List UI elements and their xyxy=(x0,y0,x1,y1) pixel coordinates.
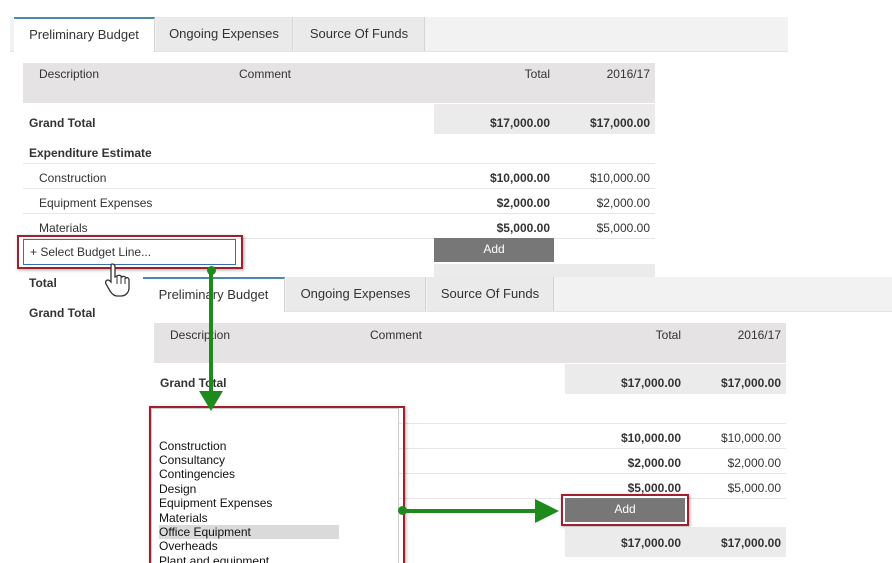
grand-total-shade xyxy=(434,104,655,134)
arrow-shaft xyxy=(403,509,537,513)
dropdown-option[interactable]: Overheads xyxy=(159,539,218,553)
tab-preliminary-budget[interactable]: Preliminary Budget xyxy=(143,277,285,312)
row-divider xyxy=(154,448,786,449)
table-header xyxy=(23,63,655,103)
arrow-shaft xyxy=(209,270,213,393)
row-label: Construction xyxy=(39,171,107,185)
tab-source-of-funds[interactable]: Source Of Funds xyxy=(427,277,554,311)
total-value: $17,000.00 xyxy=(620,536,681,550)
grand-total-year-value: $17,000.00 xyxy=(589,116,650,130)
table-header xyxy=(154,323,786,363)
dropdown-option-selected[interactable]: Office Equipment xyxy=(159,525,339,539)
tab-bar: Preliminary Budget Ongoing Expenses Sour… xyxy=(10,17,788,52)
row-total: $5,000.00 xyxy=(496,221,550,235)
row-total: $10,000.00 xyxy=(489,171,550,185)
row-divider xyxy=(154,423,786,424)
add-button[interactable]: Add xyxy=(434,238,554,262)
dropdown-option[interactable]: Contingencies xyxy=(159,467,236,481)
dropdown-option[interactable]: Equipment Expenses xyxy=(159,496,273,510)
column-description: Description xyxy=(39,67,100,81)
row-divider xyxy=(23,188,655,189)
grand-total-value: $17,000.00 xyxy=(620,376,681,390)
tab-preliminary-budget[interactable]: Preliminary Budget xyxy=(14,17,155,52)
dropdown-option[interactable]: Construction xyxy=(159,439,227,453)
row-label: Materials xyxy=(39,221,88,235)
tab-ongoing-expenses[interactable]: Ongoing Expenses xyxy=(156,17,293,51)
total-shade xyxy=(434,264,655,278)
add-button[interactable]: Add xyxy=(565,498,685,522)
grand-total-label-bottom: Grand Total xyxy=(29,306,96,320)
dropdown-option[interactable]: Consultancy xyxy=(159,453,226,467)
tab-source-of-funds[interactable]: Source Of Funds xyxy=(294,17,425,51)
section-expenditure-estimate: Expenditure Estimate xyxy=(29,146,152,160)
grand-total-label: Grand Total xyxy=(29,116,96,130)
budget-line-dropdown[interactable]: Construction Consultancy Contingencies D… xyxy=(151,408,399,563)
select-budget-line[interactable]: + Select Budget Line... xyxy=(23,239,236,265)
row-total: $10,000.00 xyxy=(620,431,681,445)
row-year: $2,000.00 xyxy=(596,196,650,210)
row-year: $10,000.00 xyxy=(720,431,781,445)
budget-panel-top: Preliminary Budget Ongoing Expenses Sour… xyxy=(10,17,788,320)
column-comment: Comment xyxy=(370,328,423,342)
total-shade xyxy=(565,527,786,557)
budget-panel-bottom: Preliminary Budget Ongoing Expenses Sour… xyxy=(143,277,892,563)
column-comment: Comment xyxy=(239,67,292,81)
dropdown-option[interactable]: Materials xyxy=(159,511,208,525)
column-year: 2016/17 xyxy=(606,67,650,81)
row-divider xyxy=(23,213,655,214)
tab-ongoing-expenses[interactable]: Ongoing Expenses xyxy=(286,277,426,311)
arrow-start-dot xyxy=(398,506,407,515)
total-label: Total xyxy=(29,276,57,290)
grand-total-label: Grand Total xyxy=(160,376,227,390)
dropdown-option[interactable]: Plant and equipment xyxy=(159,554,270,563)
column-year: 2016/17 xyxy=(737,328,781,342)
column-description: Description xyxy=(170,328,231,342)
row-year: $5,000.00 xyxy=(596,221,650,235)
grand-total-value: $17,000.00 xyxy=(489,116,550,130)
row-divider xyxy=(23,163,655,164)
column-total: Total xyxy=(655,328,681,342)
grand-total-shade xyxy=(565,364,786,394)
grand-total-year-value: $17,000.00 xyxy=(720,376,781,390)
dropdown-option[interactable]: Design xyxy=(159,482,197,496)
column-total: Total xyxy=(524,67,550,81)
row-total: $2,000.00 xyxy=(627,456,681,470)
row-year: $10,000.00 xyxy=(589,171,650,185)
row-total: $2,000.00 xyxy=(496,196,550,210)
row-divider xyxy=(23,238,655,239)
hand-pointer-icon xyxy=(104,263,130,297)
row-year: $5,000.00 xyxy=(727,481,781,495)
row-total: $5,000.00 xyxy=(627,481,681,495)
total-year-value: $17,000.00 xyxy=(720,536,781,550)
row-divider xyxy=(154,498,786,499)
row-divider xyxy=(154,473,786,474)
arrow-right-icon xyxy=(535,499,559,523)
row-year: $2,000.00 xyxy=(727,456,781,470)
arrow-down-icon xyxy=(199,391,223,411)
row-label: Equipment Expenses xyxy=(39,196,153,210)
